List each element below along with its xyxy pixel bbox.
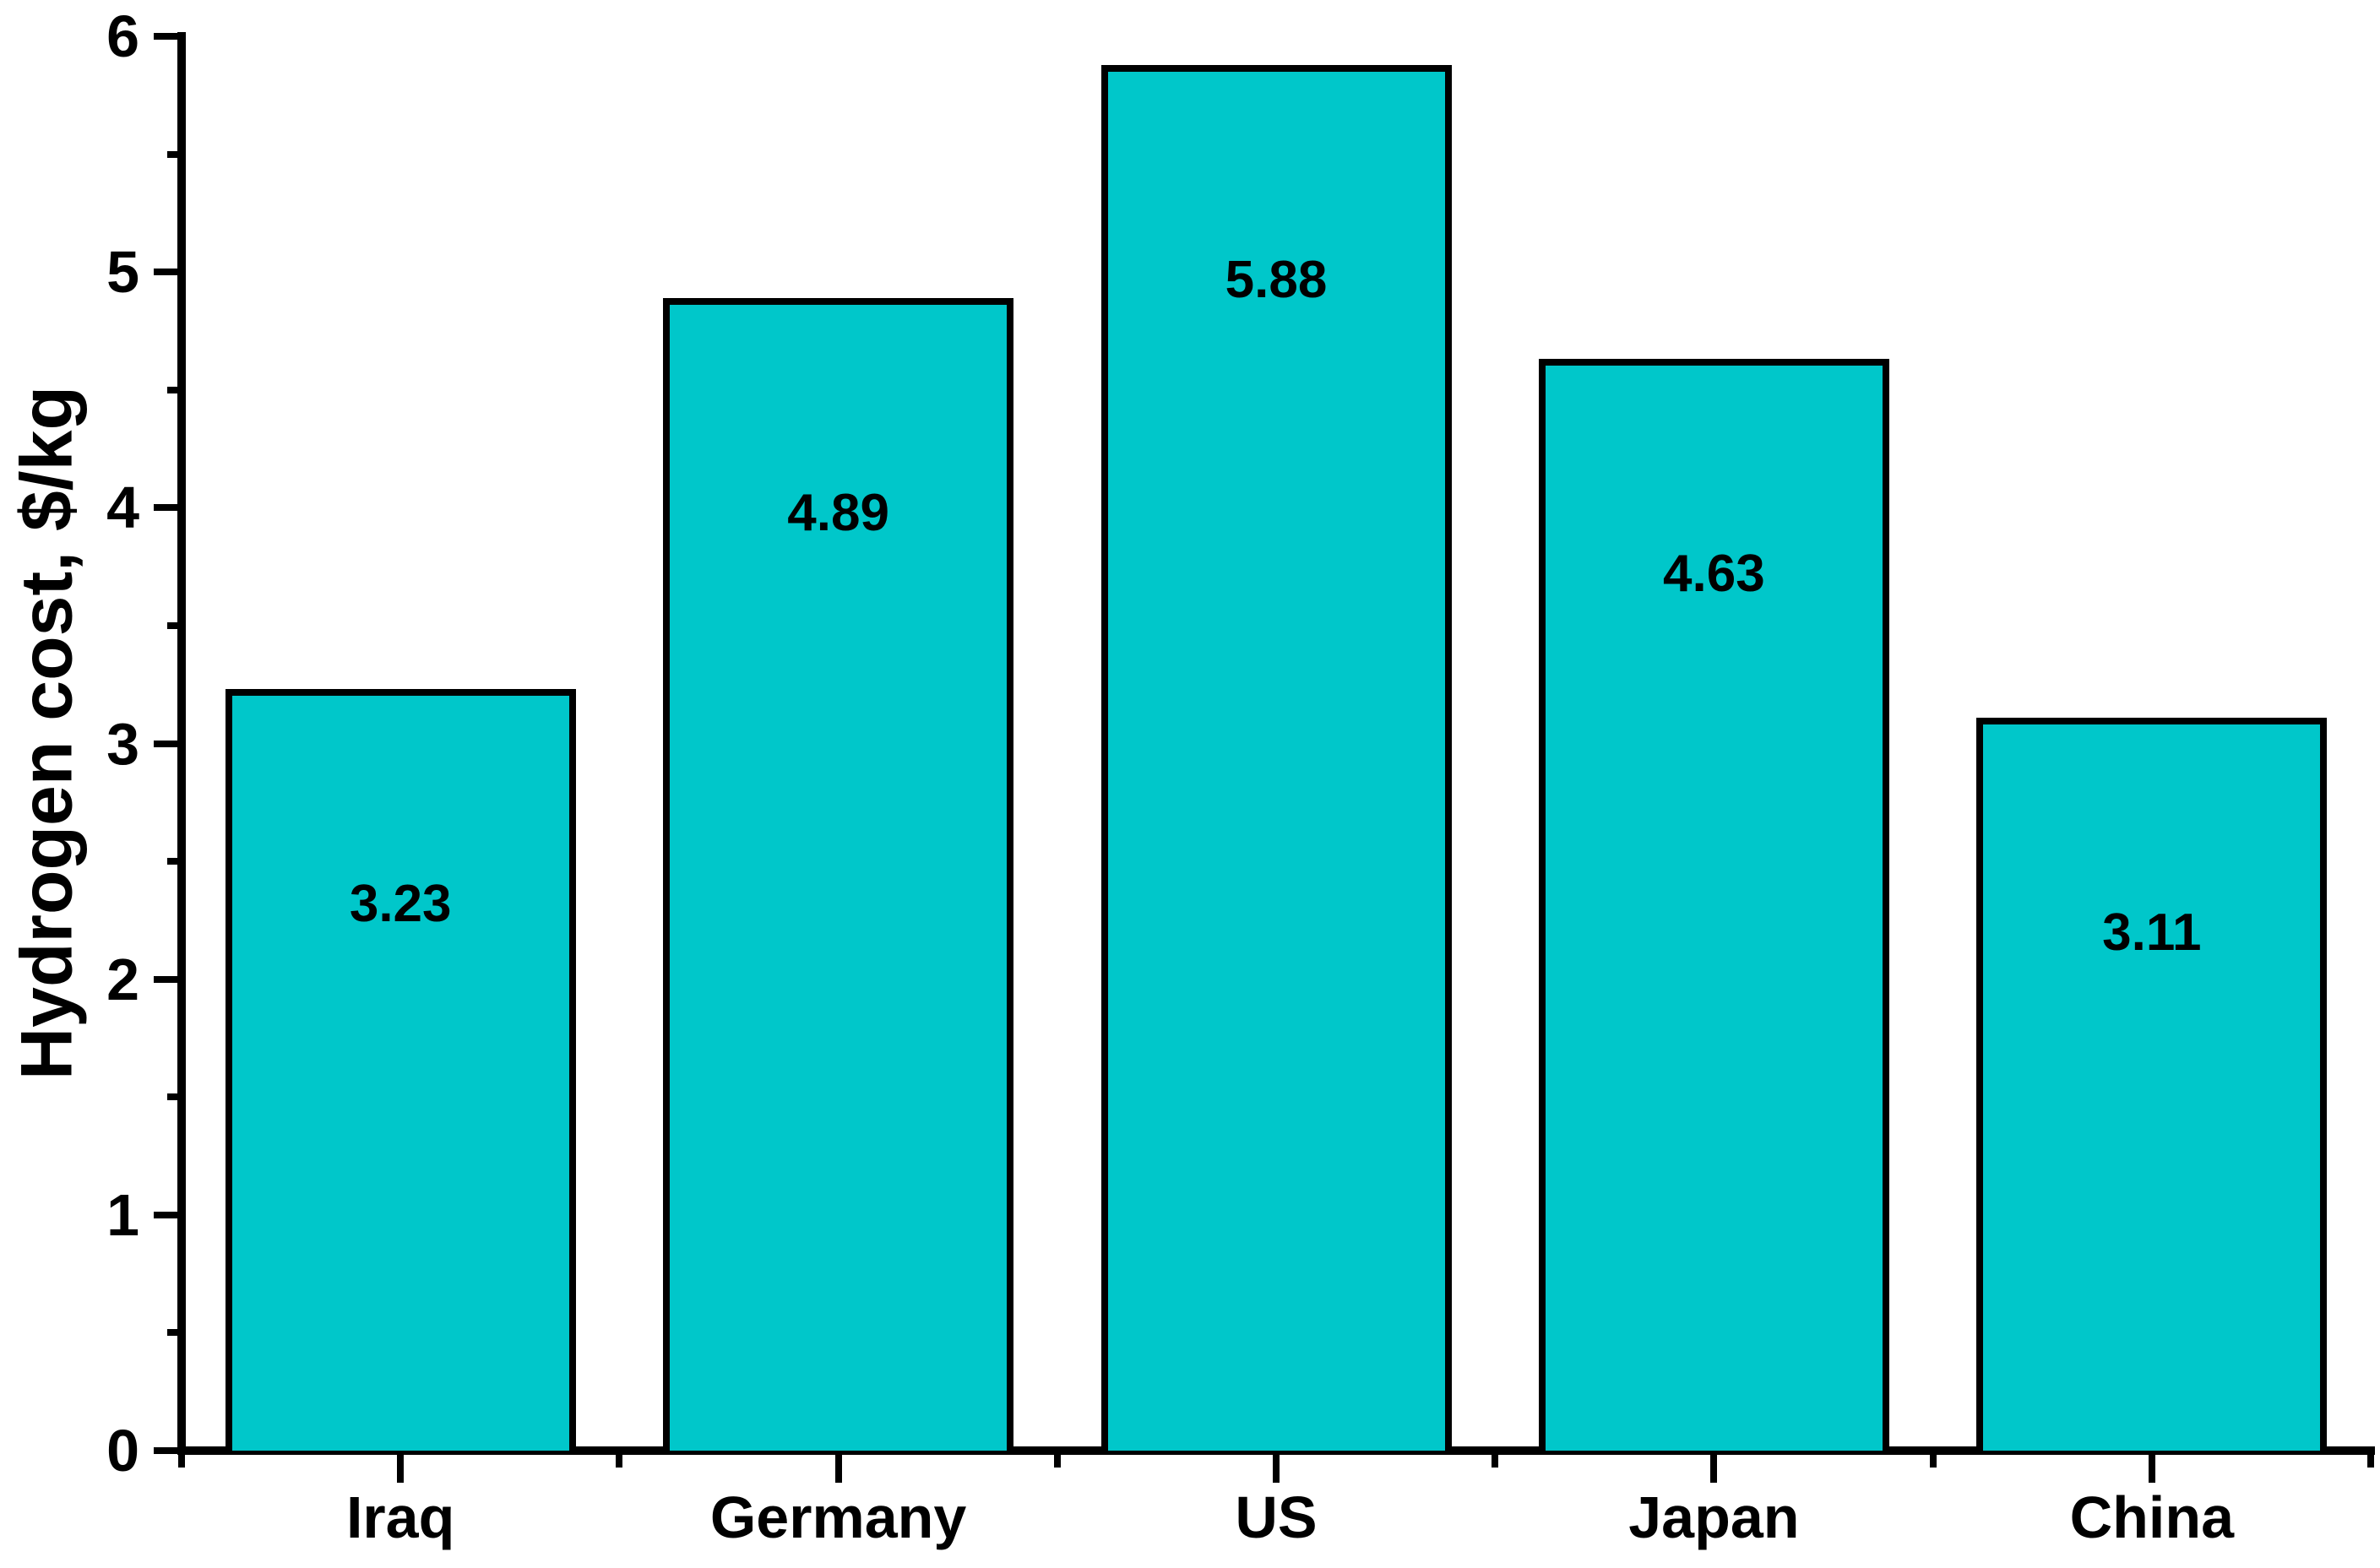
y-tick-label: 6: [106, 3, 139, 69]
x-minor-tick: [1053, 1455, 1061, 1468]
x-minor-tick: [616, 1455, 623, 1468]
x-category-label: China: [2069, 1484, 2235, 1550]
bar-value-label: 5.88: [1225, 250, 1328, 309]
y-minor-tick: [167, 386, 182, 393]
y-tick-label: 5: [106, 239, 139, 306]
y-tick-label: 1: [106, 1181, 139, 1248]
x-category-label: US: [1235, 1484, 1318, 1550]
y-minor-tick: [167, 1329, 182, 1337]
x-category-label: Germany: [709, 1484, 967, 1550]
x-minor-tick: [1492, 1455, 1499, 1468]
y-minor-tick: [167, 150, 182, 158]
y-major-tick: [154, 269, 182, 276]
bar: 3.11: [1976, 717, 2328, 1451]
x-category-label: Iraq: [345, 1484, 455, 1550]
x-category-label: Japan: [1628, 1484, 1800, 1550]
bar: 4.89: [663, 297, 1014, 1451]
x-major-tick: [2148, 1455, 2155, 1483]
y-tick-label: 0: [106, 1418, 139, 1484]
bar-value-label: 3.23: [349, 875, 452, 934]
y-major-tick: [154, 504, 182, 512]
bar-value-label: 3.11: [2102, 903, 2202, 962]
bar: 5.88: [1100, 64, 1452, 1451]
y-minor-tick: [167, 1093, 182, 1101]
y-major-tick: [154, 1447, 182, 1454]
x-axis-line: [177, 1446, 2375, 1455]
y-tick-label: 3: [106, 710, 139, 777]
y-major-tick: [154, 1211, 182, 1218]
x-major-tick: [834, 1455, 842, 1483]
x-major-tick: [1710, 1455, 1718, 1483]
x-major-tick: [397, 1455, 405, 1483]
y-minor-tick: [167, 621, 182, 629]
y-major-tick: [154, 740, 182, 747]
y-axis-line: [177, 32, 186, 1455]
y-minor-tick: [167, 858, 182, 865]
bar-value-label: 4.63: [1663, 545, 1765, 604]
bar: 4.63: [1538, 359, 1889, 1451]
bar: 3.23: [225, 689, 576, 1451]
x-minor-tick: [1929, 1455, 1937, 1468]
y-tick-label: 2: [106, 946, 139, 1012]
y-major-tick: [154, 33, 182, 40]
x-minor-tick: [178, 1455, 185, 1468]
x-major-tick: [1273, 1455, 1280, 1483]
bar-value-label: 4.89: [787, 483, 889, 542]
y-tick-label: 4: [106, 475, 139, 541]
y-major-tick: [154, 975, 182, 983]
x-minor-tick: [2367, 1455, 2374, 1468]
